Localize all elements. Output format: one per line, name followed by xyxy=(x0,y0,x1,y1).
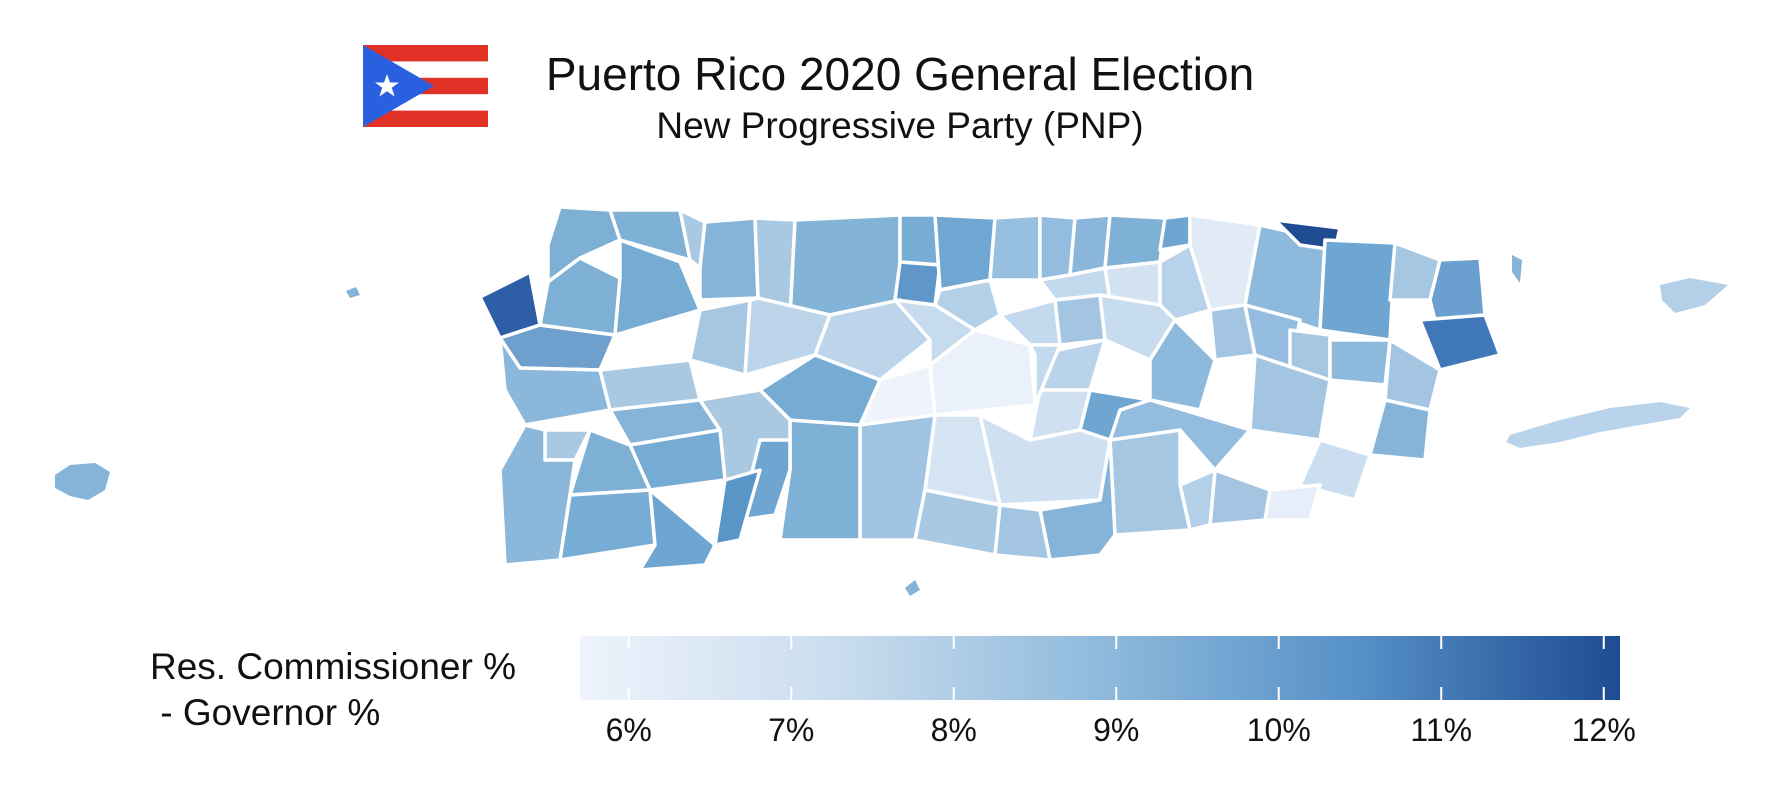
legend-tick-label: 11% xyxy=(1410,712,1473,748)
legend-gradient xyxy=(580,636,1620,700)
legend-colorbar xyxy=(580,636,1620,700)
legend-tick-label: 6% xyxy=(605,712,652,748)
municipality-maunabo xyxy=(1263,483,1322,522)
island-desecheo xyxy=(346,287,360,298)
municipality-las-piedras xyxy=(1328,338,1392,387)
legend-ticks xyxy=(627,636,1605,700)
legend-title: Res. Commissioner % - Governor % xyxy=(150,646,516,733)
municipality-naranjito xyxy=(1053,293,1107,347)
legend-tick-label: 9% xyxy=(1093,712,1140,748)
municipality-fajardo xyxy=(1428,256,1487,322)
island-culebra xyxy=(1660,278,1728,313)
municipality-humacao xyxy=(1368,398,1432,462)
municipality-guayanilla xyxy=(713,468,762,547)
municipality-ponce xyxy=(778,418,862,542)
municipality-manati xyxy=(933,213,997,292)
legend-tick-label: 8% xyxy=(930,712,977,748)
island-caja-de-muertos xyxy=(905,580,920,596)
municipality-san-sebastian xyxy=(688,298,752,377)
municipality-adjuntas xyxy=(758,353,882,427)
page-subtitle: New Progressive Party (PNP) xyxy=(656,105,1144,146)
puerto-rico-flag-icon xyxy=(363,45,488,127)
legend-tick-label: 7% xyxy=(768,712,815,748)
municipality-guanica xyxy=(638,488,717,572)
legend-tick-label: 10% xyxy=(1246,712,1311,748)
island-vieques xyxy=(1506,402,1690,448)
municipality-morovis xyxy=(933,278,1002,332)
legend-tick-labels: 6% 7% 8% 9% 10% 11% 12% xyxy=(580,710,1636,750)
municipality-ceiba xyxy=(1418,313,1502,372)
legend-tick-label: 12% xyxy=(1571,712,1636,748)
municipality-camuy xyxy=(698,216,760,302)
municipality-caguas xyxy=(1148,318,1217,412)
municipality-rio-grande xyxy=(1318,238,1397,342)
municipality-santa-isabel xyxy=(993,503,1052,562)
municipality-santa-cruz-coamo-border xyxy=(913,488,1002,557)
island-pineros xyxy=(1512,255,1522,283)
municipality-vega-baja xyxy=(988,213,1042,282)
municipality-barranquitas xyxy=(1028,343,1062,407)
municipality-utuado xyxy=(813,298,932,382)
municipality-lares xyxy=(743,296,832,377)
municipality-orocovis xyxy=(928,328,1037,417)
puerto-rico-municipalities-map xyxy=(55,205,1728,596)
municipality-guaynabo xyxy=(1158,243,1212,322)
municipality-lajas xyxy=(558,488,657,562)
municipality-toa-baja xyxy=(1103,213,1167,270)
municipality-florida xyxy=(893,260,942,307)
municipality-catano xyxy=(1158,213,1192,252)
main-island xyxy=(478,205,1502,572)
municipality-guayama xyxy=(1108,428,1192,537)
page-title: Puerto Rico 2020 General Election xyxy=(545,48,1255,100)
island-mona xyxy=(55,463,110,500)
header: Puerto Rico 2020 General Election New Pr… xyxy=(0,0,1790,160)
municipality-moca xyxy=(613,238,702,337)
municipality-patillas xyxy=(1208,468,1272,527)
